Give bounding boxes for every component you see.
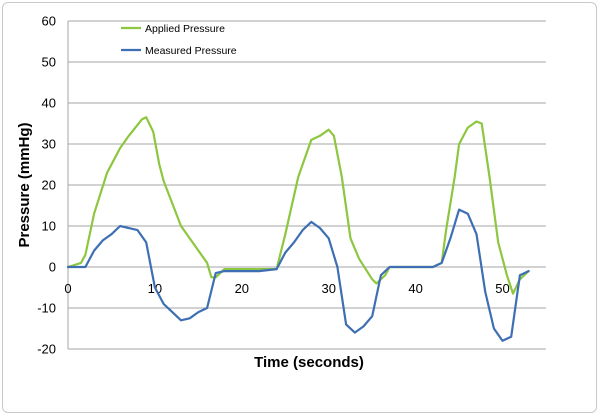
x-axis-title: Time (seconds) xyxy=(254,354,364,371)
y-tick-label: 20 xyxy=(42,178,56,193)
x-tick-label: 50 xyxy=(495,281,509,296)
legend-label-measured: Measured Pressure xyxy=(145,45,237,57)
y-tick-label: 10 xyxy=(42,219,56,234)
line-chart: -20 -10 0 10 20 30 40 50 60 0 10 20 30 40 50 Pressure… xyxy=(16,14,546,371)
series-line-applied-pressure xyxy=(66,116,530,295)
series-layer xyxy=(66,116,530,342)
gridlines xyxy=(67,20,546,350)
y-tick-label: 60 xyxy=(42,14,56,29)
y-tick-labels: -20 -10 0 10 20 30 40 50 60 xyxy=(37,14,56,357)
y-tick-label: 0 xyxy=(49,260,56,275)
y-tick-label: 30 xyxy=(42,137,56,152)
x-tick-label: 40 xyxy=(408,281,422,296)
y-axis-title: Pressure (mmHg) xyxy=(16,122,33,247)
x-tick-label: 0 xyxy=(64,281,71,296)
legend: Applied Pressure Measured Pressure xyxy=(121,23,237,57)
chart-frame: -20 -10 0 10 20 30 40 50 60 0 10 20 30 40 50 Pressure… xyxy=(2,2,597,413)
y-tick-label: -10 xyxy=(37,301,56,316)
y-tick-label: 50 xyxy=(42,55,56,70)
y-tick-label: -20 xyxy=(37,342,56,357)
y-tick-label: 40 xyxy=(42,96,56,111)
x-tick-labels: 0 10 20 30 40 50 xyxy=(64,281,509,296)
x-tick-label: 30 xyxy=(321,281,335,296)
series-line-measured-pressure xyxy=(66,208,530,342)
legend-label-applied: Applied Pressure xyxy=(145,23,225,35)
x-tick-label: 20 xyxy=(235,281,249,296)
